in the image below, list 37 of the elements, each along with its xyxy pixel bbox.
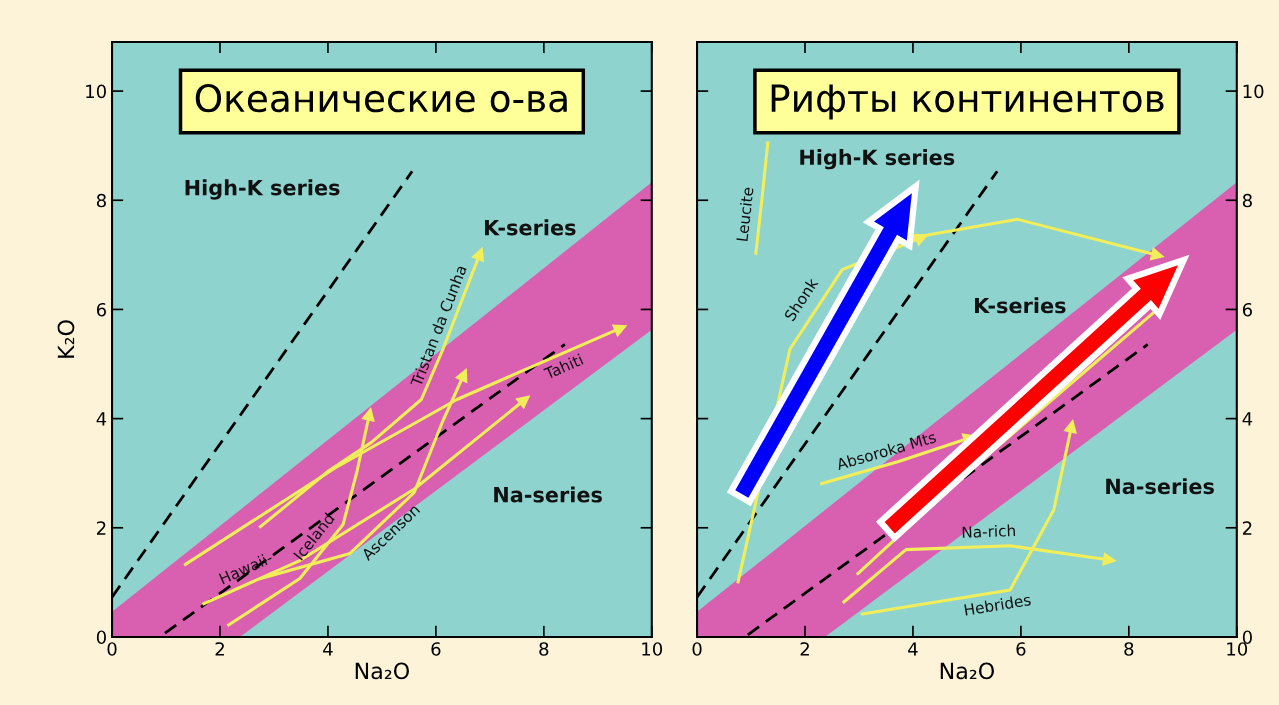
x-tick-label: 10: [642, 642, 663, 656]
y-tick-label: 2: [1242, 521, 1252, 535]
annotation: High-K series: [185, 179, 340, 200]
text: Рифты континентов: [771, 84, 1164, 120]
x-axis-title: Na₂O: [355, 662, 409, 680]
x-tick-label: 2: [800, 642, 809, 656]
x-tick-label: 4: [323, 642, 333, 656]
annotation: K-series: [484, 219, 576, 236]
x-tick-label: 2: [215, 642, 224, 656]
x-tick-label: 0: [692, 642, 702, 656]
text: Tahiti: [543, 353, 584, 380]
x-axis-title: Na₂O: [940, 662, 994, 680]
x-tick-label: 8: [1124, 642, 1134, 656]
y-tick-label: 4: [96, 412, 107, 426]
y-tick-label: 4: [1242, 412, 1253, 426]
x-tick-label: 0: [107, 642, 117, 656]
x-tick-label: 8: [539, 642, 549, 656]
x-tick-label: 4: [908, 642, 918, 656]
y-tick-label: 10: [86, 84, 106, 99]
text: Leucite: [735, 187, 754, 242]
y-axis-title: K₂O: [57, 320, 75, 358]
y-tick-label: 10: [1243, 84, 1264, 99]
annotation: Na-series: [1106, 478, 1214, 495]
annotation: High-K series: [800, 149, 955, 170]
y-tick-label: 2: [97, 521, 106, 535]
y-tick-label: 6: [96, 302, 107, 317]
y-tick-label: 8: [96, 193, 106, 208]
y-tick-label: 6: [1242, 302, 1253, 317]
y-tick-label: 8: [1242, 193, 1252, 208]
text: Hebrides: [964, 593, 1032, 616]
text: Океанические о-ва: [195, 83, 567, 113]
annotation: K-series: [975, 297, 1066, 314]
annotation: Na-series: [494, 486, 602, 503]
series-label: Na-rich: [962, 524, 1016, 539]
x-tick-label: 6: [431, 642, 441, 656]
y-tick-label: 0: [96, 630, 106, 645]
x-tick-label: 6: [1016, 642, 1026, 656]
